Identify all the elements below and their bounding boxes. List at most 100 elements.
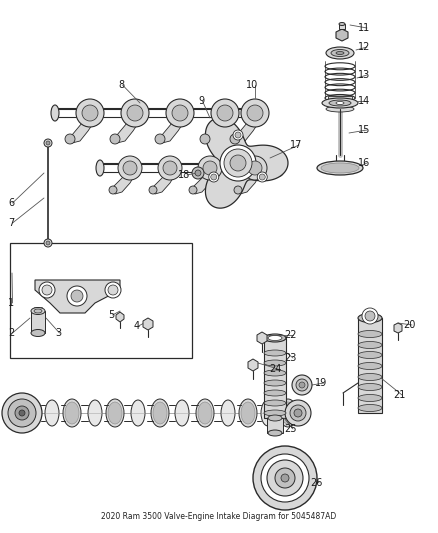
- Circle shape: [230, 155, 246, 171]
- Text: 24: 24: [269, 364, 281, 374]
- Text: 3: 3: [55, 328, 61, 338]
- Circle shape: [76, 99, 104, 127]
- Polygon shape: [35, 280, 120, 313]
- Circle shape: [71, 290, 83, 302]
- Circle shape: [292, 375, 312, 395]
- Circle shape: [290, 405, 306, 421]
- Ellipse shape: [108, 402, 122, 424]
- Ellipse shape: [268, 430, 282, 436]
- Circle shape: [189, 186, 197, 194]
- Circle shape: [42, 285, 52, 295]
- Bar: [339, 24, 345, 29]
- Circle shape: [211, 99, 239, 127]
- Ellipse shape: [281, 402, 295, 424]
- Circle shape: [67, 286, 87, 306]
- Ellipse shape: [264, 350, 286, 356]
- Circle shape: [365, 311, 375, 321]
- Circle shape: [2, 393, 42, 433]
- Circle shape: [235, 132, 241, 138]
- Ellipse shape: [279, 399, 297, 427]
- Polygon shape: [116, 312, 124, 322]
- Circle shape: [155, 134, 165, 144]
- Circle shape: [39, 282, 55, 298]
- Circle shape: [234, 186, 242, 194]
- Text: 17: 17: [290, 140, 302, 150]
- Circle shape: [65, 134, 75, 144]
- Ellipse shape: [317, 161, 363, 175]
- Ellipse shape: [331, 50, 349, 56]
- Ellipse shape: [63, 399, 81, 427]
- Polygon shape: [143, 318, 153, 330]
- Ellipse shape: [322, 98, 358, 108]
- Text: 16: 16: [358, 158, 370, 168]
- Ellipse shape: [326, 106, 354, 112]
- Polygon shape: [203, 123, 227, 143]
- Bar: [264, 338, 286, 418]
- Circle shape: [253, 446, 317, 510]
- Bar: [10, 243, 192, 358]
- Circle shape: [109, 186, 117, 194]
- Circle shape: [285, 400, 311, 426]
- Ellipse shape: [329, 100, 351, 106]
- Text: 4: 4: [134, 321, 140, 331]
- Circle shape: [267, 460, 303, 496]
- Circle shape: [15, 406, 29, 420]
- Ellipse shape: [25, 402, 39, 424]
- Circle shape: [8, 399, 36, 427]
- Ellipse shape: [264, 380, 286, 386]
- Circle shape: [123, 161, 137, 175]
- Circle shape: [203, 161, 217, 175]
- Circle shape: [192, 167, 204, 179]
- Ellipse shape: [336, 101, 344, 104]
- Text: 10: 10: [246, 80, 258, 90]
- Text: 7: 7: [8, 218, 14, 228]
- Text: 23: 23: [284, 353, 297, 363]
- Circle shape: [299, 382, 305, 388]
- Text: 6: 6: [8, 198, 14, 208]
- Ellipse shape: [339, 22, 345, 26]
- Ellipse shape: [358, 342, 382, 349]
- Ellipse shape: [326, 47, 354, 59]
- Ellipse shape: [196, 399, 214, 427]
- Ellipse shape: [239, 399, 257, 427]
- Circle shape: [233, 130, 243, 140]
- Ellipse shape: [358, 362, 382, 369]
- Text: 2: 2: [8, 328, 14, 338]
- Text: 22: 22: [284, 330, 297, 340]
- Polygon shape: [336, 29, 348, 41]
- Circle shape: [209, 172, 219, 182]
- Circle shape: [158, 156, 182, 180]
- Ellipse shape: [198, 402, 212, 424]
- Ellipse shape: [23, 399, 41, 427]
- Circle shape: [108, 285, 118, 295]
- Circle shape: [259, 174, 265, 180]
- Bar: [31, 311, 45, 333]
- Ellipse shape: [268, 335, 282, 341]
- Polygon shape: [205, 118, 288, 208]
- Circle shape: [44, 239, 52, 247]
- Circle shape: [82, 105, 98, 121]
- Ellipse shape: [358, 405, 382, 411]
- Ellipse shape: [131, 400, 145, 426]
- Polygon shape: [394, 323, 402, 333]
- Circle shape: [149, 186, 157, 194]
- Circle shape: [217, 105, 233, 121]
- Circle shape: [248, 161, 262, 175]
- Bar: [267, 418, 283, 433]
- Circle shape: [19, 410, 25, 416]
- Circle shape: [163, 161, 177, 175]
- Circle shape: [247, 105, 263, 121]
- Ellipse shape: [276, 160, 284, 176]
- Text: 14: 14: [358, 96, 370, 106]
- Circle shape: [127, 105, 143, 121]
- Circle shape: [195, 170, 201, 176]
- Polygon shape: [68, 123, 92, 143]
- Circle shape: [241, 99, 269, 127]
- Text: 5: 5: [108, 310, 114, 320]
- Polygon shape: [248, 359, 258, 371]
- Ellipse shape: [358, 394, 382, 401]
- Ellipse shape: [151, 399, 169, 427]
- Circle shape: [166, 99, 194, 127]
- Ellipse shape: [261, 400, 275, 426]
- Polygon shape: [233, 123, 257, 143]
